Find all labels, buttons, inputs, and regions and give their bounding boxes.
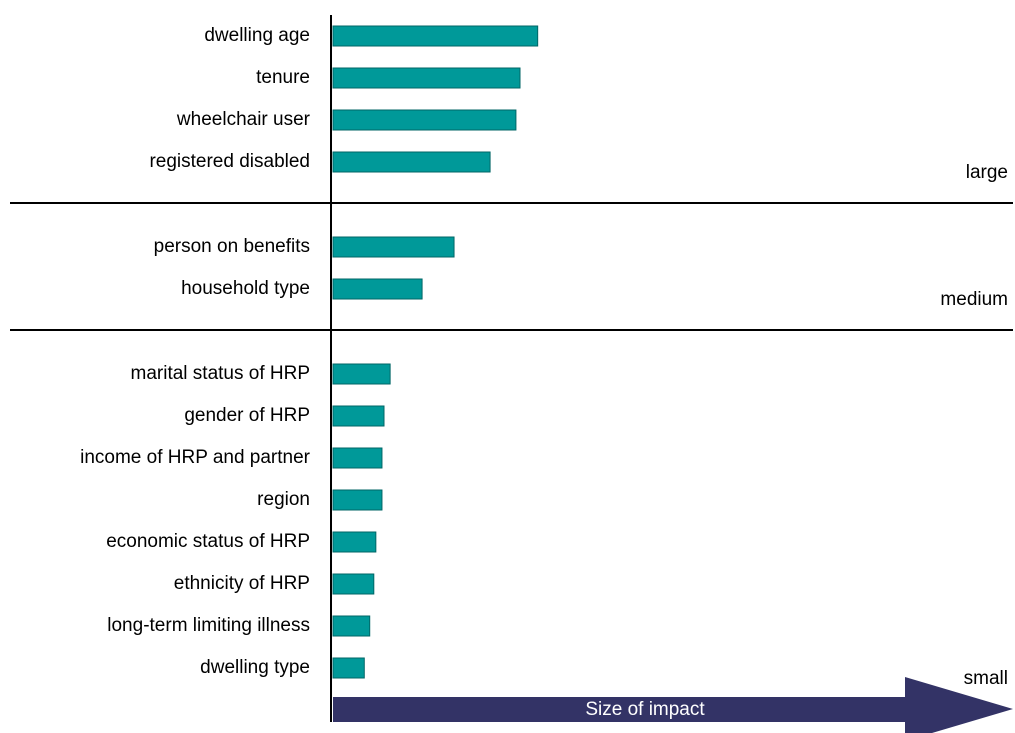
bar: [332, 405, 385, 427]
group-label: medium: [940, 289, 1008, 310]
group-label: large: [966, 162, 1008, 183]
impact-arrow: [333, 677, 1013, 733]
bar: [332, 657, 365, 679]
category-label: wheelchair user: [176, 109, 311, 130]
bar: [332, 531, 377, 553]
group-label: small: [964, 668, 1008, 689]
bar: [332, 363, 391, 385]
category-label: long-term limiting illness: [107, 615, 310, 636]
category-label: dwelling age: [204, 25, 310, 46]
bar: [332, 489, 383, 511]
bar: [332, 151, 491, 173]
bar: [332, 447, 383, 469]
category-label: household type: [181, 278, 310, 299]
category-label: region: [257, 489, 310, 510]
category-label: tenure: [256, 67, 310, 88]
category-label: economic status of HRP: [106, 531, 310, 552]
bar: [332, 615, 371, 637]
bar: [332, 109, 517, 131]
bar: [332, 278, 423, 300]
bar: [332, 67, 521, 89]
category-label: ethnicity of HRP: [174, 573, 310, 594]
bar: [332, 236, 455, 258]
category-label: marital status of HRP: [131, 363, 311, 384]
category-label: person on benefits: [154, 236, 310, 257]
arrow-label: Size of impact: [585, 699, 705, 720]
bar: [332, 573, 375, 595]
category-label: income of HRP and partner: [80, 447, 311, 468]
category-label: dwelling type: [200, 657, 310, 678]
category-label: gender of HRP: [184, 405, 310, 426]
category-label: registered disabled: [149, 151, 310, 172]
bar: [332, 25, 539, 47]
